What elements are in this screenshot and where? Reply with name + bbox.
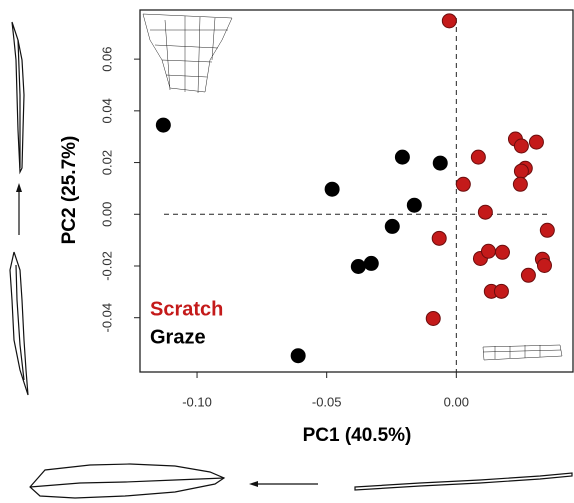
legend-label: Scratch (150, 298, 223, 320)
point (513, 138, 529, 154)
x-tick-label: 0.00 (444, 394, 469, 409)
point (494, 244, 510, 260)
point (324, 181, 340, 197)
x-tick-label: -0.10 (182, 394, 212, 409)
y-tick-label: 0.02 (99, 150, 114, 175)
shape-diagrams (9, 13, 573, 499)
point (539, 222, 555, 238)
y-tick-label: 0.04 (99, 98, 114, 123)
point (384, 218, 400, 234)
y-tick-label: -0.02 (99, 251, 114, 281)
x-tick-label: -0.05 (312, 394, 342, 409)
point (290, 348, 306, 364)
point (350, 259, 366, 275)
y-tick-label: 0.00 (99, 202, 114, 227)
point (520, 267, 536, 283)
point (513, 163, 529, 179)
point (512, 176, 528, 192)
point (528, 134, 544, 150)
y-tick-label: -0.04 (99, 303, 114, 333)
point (431, 230, 447, 246)
legend-label: Graze (150, 326, 206, 348)
point (470, 149, 486, 165)
point (455, 176, 471, 192)
point (363, 255, 379, 271)
point (406, 197, 422, 213)
point (536, 257, 552, 273)
point (477, 204, 493, 220)
y-tick-label: 0.06 (99, 46, 114, 71)
point (425, 310, 441, 326)
x-axis-label: PC1 (40.5%) (303, 425, 412, 446)
point (493, 283, 509, 299)
point (155, 117, 171, 133)
point (441, 13, 457, 29)
point (394, 149, 410, 165)
y-axis-label: PC2 (25.7%) (59, 136, 80, 245)
point (432, 155, 448, 171)
point (480, 243, 496, 259)
plot-frame (139, 9, 574, 373)
